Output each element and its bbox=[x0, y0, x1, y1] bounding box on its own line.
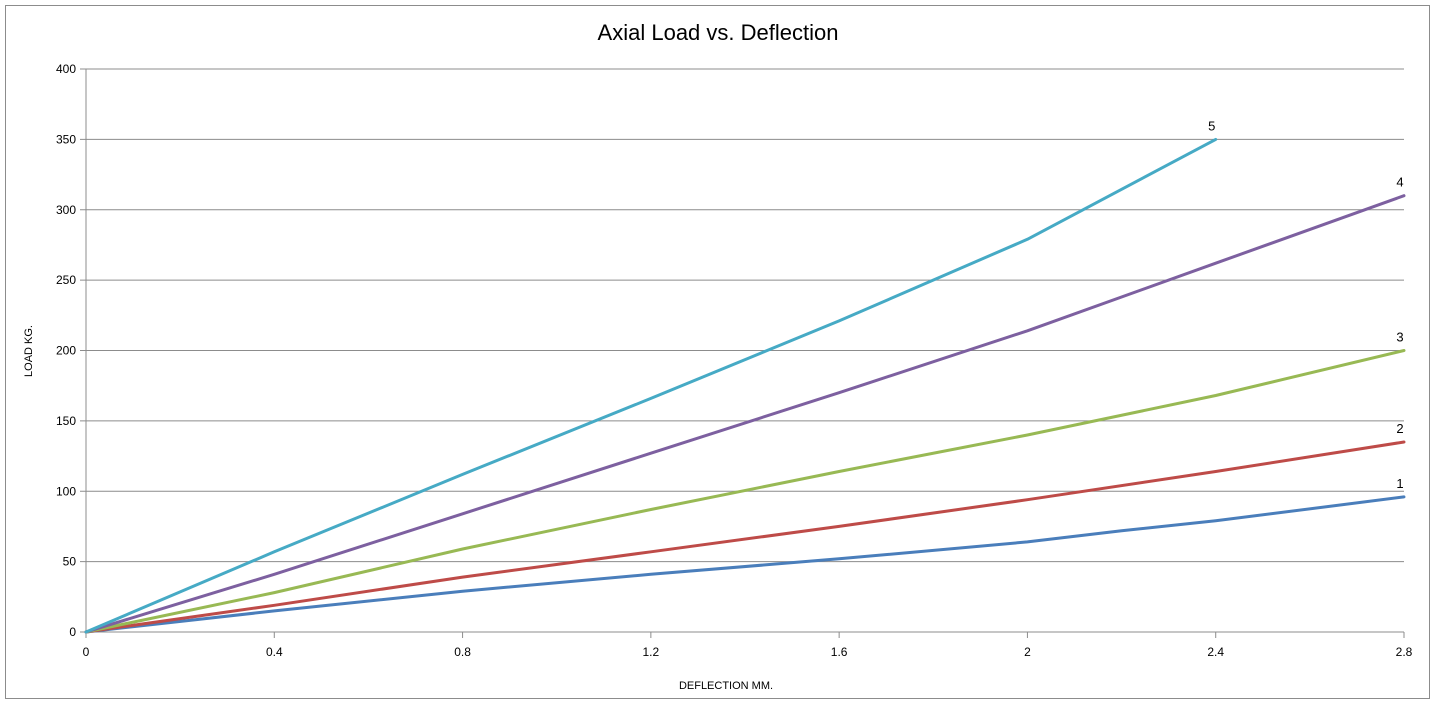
y-tick-label-0: 0 bbox=[69, 625, 76, 639]
chart-frame: Axial Load vs. Deflection 0 0.4 0.8 1.2 1.6 2… bbox=[5, 5, 1430, 699]
series-line-4 bbox=[84, 194, 1406, 634]
y-tick-label-1: 50 bbox=[63, 555, 77, 569]
series-label-3: 3 bbox=[1396, 330, 1403, 345]
chart-title: Axial Load vs. Deflection bbox=[598, 20, 839, 45]
gridlines bbox=[86, 68, 1404, 563]
series-line-3 bbox=[84, 349, 1406, 634]
y-tick-label-7: 350 bbox=[56, 132, 76, 146]
x-tick-label-6: 2.4 bbox=[1207, 645, 1224, 659]
series-group bbox=[84, 137, 1406, 634]
y-tick-label-5: 250 bbox=[56, 273, 76, 287]
line-chart: Axial Load vs. Deflection 0 0.4 0.8 1.2 1.6 2… bbox=[23, 20, 1413, 692]
y-tick-label-4: 200 bbox=[56, 344, 76, 358]
series-label-2: 2 bbox=[1396, 421, 1403, 436]
y-tick-label-2: 100 bbox=[56, 484, 76, 498]
series-line-5 bbox=[84, 137, 1218, 634]
x-tick-label-5: 2 bbox=[1024, 645, 1031, 659]
x-axis-label: DEFLECTION MM. bbox=[679, 680, 773, 692]
y-tick-label-8: 400 bbox=[56, 62, 76, 76]
series-line-2 bbox=[84, 440, 1406, 634]
x-tick-label-3: 1.2 bbox=[643, 645, 660, 659]
series-label-4: 4 bbox=[1396, 175, 1403, 190]
x-tick-label-4: 1.6 bbox=[831, 645, 848, 659]
series-label-1: 1 bbox=[1396, 476, 1403, 491]
y-tick-label-6: 300 bbox=[56, 203, 76, 217]
y-axis-ticks: 0 50 100 150 200 250 300 350 400 bbox=[56, 62, 86, 639]
series-labels: 1 2 3 4 5 bbox=[1208, 118, 1404, 491]
x-tick-label-7: 2.8 bbox=[1396, 645, 1413, 659]
y-axis-label: LOAD KG. bbox=[23, 325, 35, 377]
x-axis-ticks: 0 0.4 0.8 1.2 1.6 2 2.4 2.8 bbox=[83, 632, 1413, 659]
series-label-5: 5 bbox=[1208, 118, 1215, 133]
x-tick-label-2: 0.8 bbox=[454, 645, 471, 659]
series-line-1 bbox=[84, 495, 1406, 634]
x-tick-label-0: 0 bbox=[83, 645, 90, 659]
x-tick-label-1: 0.4 bbox=[266, 645, 283, 659]
y-tick-label-3: 150 bbox=[56, 414, 76, 428]
